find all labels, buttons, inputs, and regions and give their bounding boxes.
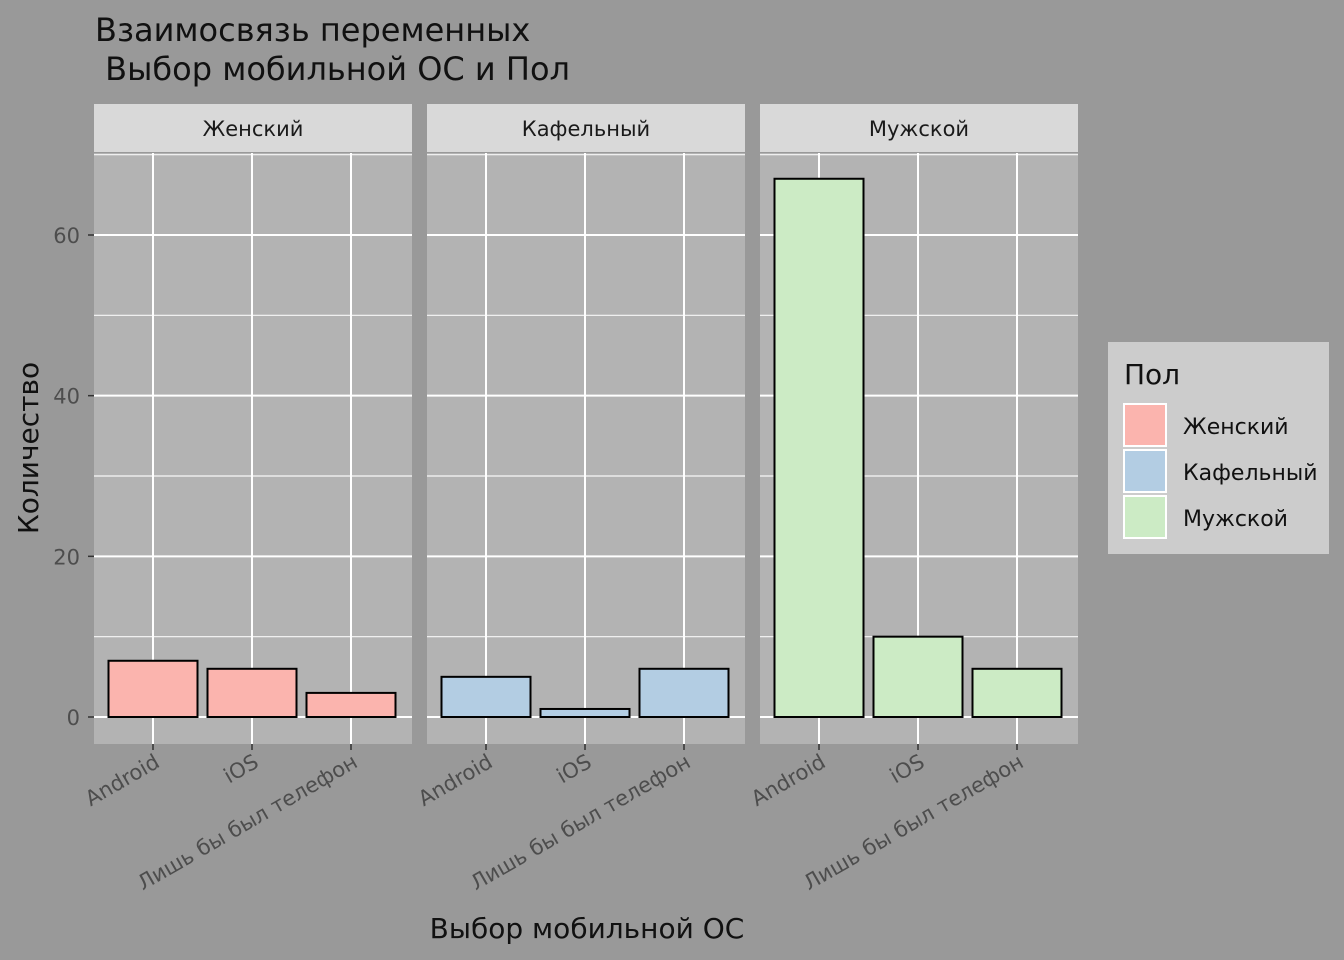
legend-items: Женский Кафельный Мужской <box>1123 403 1318 539</box>
legend-key-swatch <box>1125 451 1165 491</box>
x-tick-label: iOS <box>220 750 263 789</box>
y-tick-label: 20 <box>53 545 80 569</box>
facet-strip-label: Кафельный <box>522 117 650 141</box>
legend-key-swatch <box>1125 497 1165 537</box>
x-axis-title: Выбор мобильной ОС <box>430 912 745 945</box>
facet-strip <box>94 104 412 152</box>
legend-label: Мужской <box>1183 507 1288 532</box>
bar <box>872 635 964 719</box>
legend: Пол Женский Кафельный Мужской <box>1108 342 1329 554</box>
x-tick-label: Android <box>81 750 163 811</box>
x-tick-label: iOS <box>886 750 929 789</box>
y-tick-label: 0 <box>67 706 80 730</box>
y-tick-label: 40 <box>53 385 80 409</box>
legend-label: Женский <box>1183 415 1289 440</box>
legend-label: Кафельный <box>1183 461 1318 486</box>
x-tick-label: Android <box>414 750 496 811</box>
bar <box>638 667 730 718</box>
x-tick-label: iOS <box>553 750 596 789</box>
bar <box>107 659 199 718</box>
y-axis-title: Количество <box>12 362 45 534</box>
y-axis: 0 20 40 60 <box>53 224 94 730</box>
facet-strip <box>760 104 1078 152</box>
bar <box>440 675 532 718</box>
facet-strip-label: Женский <box>203 117 304 141</box>
bar <box>773 177 865 718</box>
bar <box>305 691 397 719</box>
x-tick-label: Android <box>747 750 829 811</box>
bar <box>539 707 631 719</box>
bar <box>206 667 298 718</box>
facet-strip-label: Мужской <box>869 117 969 141</box>
chart-title-line-1: Взаимосвязь переменных <box>95 11 530 49</box>
chart-title-line-2: Выбор мобильной ОС и Пол <box>95 50 570 88</box>
legend-key-swatch <box>1125 405 1165 445</box>
facet-strip <box>427 104 745 152</box>
bar <box>971 667 1063 718</box>
legend-title: Пол <box>1124 358 1180 391</box>
y-tick-label: 60 <box>53 224 80 248</box>
